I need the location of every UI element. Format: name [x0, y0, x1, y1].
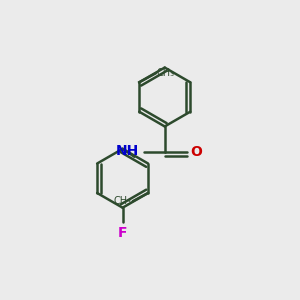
Text: CH₃: CH₃: [113, 196, 131, 206]
Text: O: O: [190, 146, 202, 159]
Text: NH: NH: [116, 144, 139, 158]
Text: F: F: [118, 226, 128, 240]
Text: CH₃: CH₃: [157, 68, 175, 78]
